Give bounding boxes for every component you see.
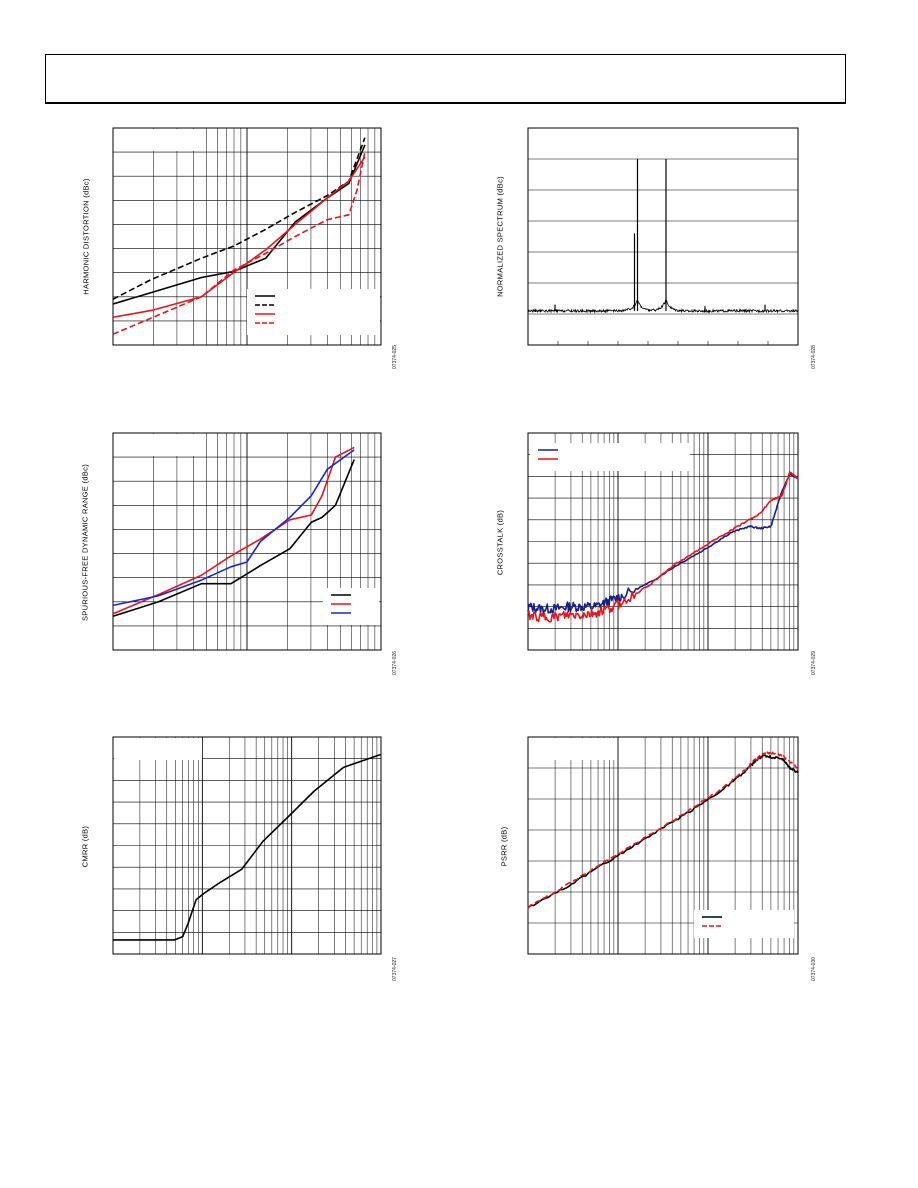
chart5-note-box [114, 738, 202, 760]
chart4-legend-box [530, 443, 690, 471]
chart3-note-box [114, 434, 202, 456]
chart6-ylabel: PSRR (dB) [499, 826, 509, 867]
chart6-legend-box [694, 910, 794, 938]
chart6-note-box [529, 738, 617, 760]
chart3-series-2 [112, 446, 355, 615]
chart2-ylabel: NORMALIZED SPECTRUM (dBc) [495, 176, 505, 297]
chart1-series-3 [112, 156, 366, 319]
chart1-ylabel: HARMONIC DISTORTION (dBc) [81, 178, 91, 295]
chart3-series-1 [112, 459, 355, 618]
chart6-fignum: 07374-030 [811, 957, 817, 981]
chart3-ylabel: SPURIOUS-FREE DYNAMIC RANGE (dBc) [80, 464, 90, 621]
chart5-fignum: 07374-027 [392, 957, 398, 981]
chart3-series-3 [112, 449, 355, 607]
chart6-series-1 [527, 754, 799, 909]
chart4-fignum: 07374-029 [811, 651, 817, 675]
chart5-series-1 [113, 753, 382, 941]
chart3-legend-box [323, 588, 379, 625]
chart6-series-2 [527, 751, 799, 909]
chart2-frame [527, 127, 799, 346]
chart1-series-4 [112, 151, 366, 335]
chart4-ylabel: CROSSTALK (dB) [495, 509, 505, 576]
chart1-fignum: 07374-025 [392, 345, 398, 369]
chart3-fignum: 07374-026 [392, 651, 398, 675]
chart1-series-1 [112, 144, 366, 305]
chart2-noise-floor [527, 298, 799, 314]
page-header [45, 54, 846, 104]
chart5-ylabel: CMRR (dB) [80, 825, 90, 868]
chart2-fignum: 07374-028 [811, 345, 817, 369]
chart1-note-box [114, 129, 202, 151]
chart6-frame [527, 736, 799, 955]
chart1-series-2 [112, 137, 366, 300]
chart4-series-2 [527, 471, 799, 623]
chart4-series-1 [527, 473, 799, 614]
